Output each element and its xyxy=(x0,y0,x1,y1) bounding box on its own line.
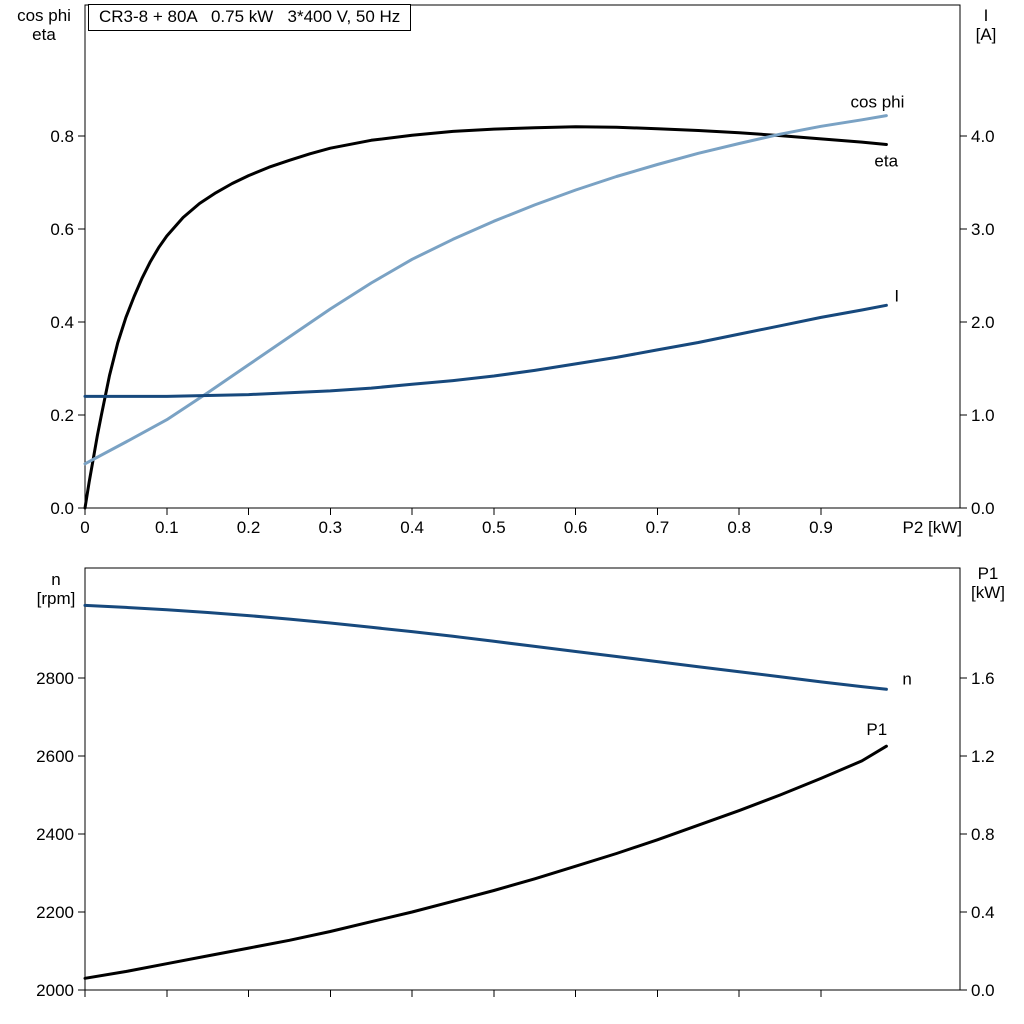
y-tick-label-left: 0.4 xyxy=(50,313,74,332)
plot-frame xyxy=(84,4,961,509)
x-tick-label: 0.2 xyxy=(237,518,261,537)
y-axis-label-line2: [A] xyxy=(975,25,997,44)
y-tick-label-right: 4.0 xyxy=(971,127,995,146)
chart-title-box: CR3-8 + 80A 0.75 kW 3*400 V, 50 Hz xyxy=(88,4,412,31)
y-axis-label-cosphi-eta: cos phi eta xyxy=(4,6,84,44)
top-chart: 0.0 0.2 0.4 0.6 0.8 0.0 1.0 2.0 3.0 4.0 0 0.1 0.2 0.3… xyxy=(50,4,995,537)
y-axis-label-line1: I xyxy=(983,6,989,25)
y-tick-label-left: 2200 xyxy=(36,903,74,922)
cos phi-curve xyxy=(83,114,888,466)
y-tick-label-right: 0.4 xyxy=(971,903,995,922)
x-tick-label: 0 xyxy=(80,518,89,537)
eta-curve xyxy=(83,125,888,510)
y-tick-label-left: 0.6 xyxy=(50,220,74,239)
y-axis-label-speed: n [rpm] xyxy=(28,570,84,608)
cos phi-curve-label: cos phi xyxy=(851,93,905,112)
x-tick-label: 0.1 xyxy=(155,518,179,537)
y-tick-label-right: 0.0 xyxy=(971,981,995,1000)
y-axis-label-line2: [rpm] xyxy=(36,589,76,608)
y-tick-label-left: 2400 xyxy=(36,825,74,844)
P1-curve-label: P1 xyxy=(866,720,887,739)
y-axis-label-p1: P1 [kW] xyxy=(962,564,1014,602)
x-tick-label: 0.6 xyxy=(564,518,588,537)
y-axis-label-line2: [kW] xyxy=(971,583,1005,602)
n-curve-label: n xyxy=(902,669,911,688)
y-tick-label-left: 0.2 xyxy=(50,406,74,425)
n-curve xyxy=(83,603,888,691)
x-tick-label: 0.4 xyxy=(400,518,424,537)
y-tick-label-right: 3.0 xyxy=(971,220,995,239)
x-axis-unit-label: P2 [kW] xyxy=(902,518,962,537)
y-axis-label-line1: cos phi xyxy=(17,6,71,25)
P1-curve xyxy=(83,744,888,980)
y-tick-label-right: 1.2 xyxy=(971,747,995,766)
y-tick-label-right: 0.8 xyxy=(971,825,995,844)
y-tick-label-right: 1.0 xyxy=(971,406,995,425)
x-tick-label: 0.5 xyxy=(482,518,506,537)
x-tick-label: 0.7 xyxy=(646,518,670,537)
y-axis-label-line1: n xyxy=(51,570,61,589)
y-axis-label-line2: eta xyxy=(32,25,56,44)
y-axis-label-current: I [A] xyxy=(960,6,1012,44)
y-tick-label-right: 2.0 xyxy=(971,313,995,332)
x-tick-label: 0.8 xyxy=(727,518,751,537)
I-curve-label: I xyxy=(894,286,899,305)
y-tick-label-left: 0.8 xyxy=(50,127,74,146)
y-tick-label-right: 1.6 xyxy=(971,669,995,688)
x-tick-label: 0.9 xyxy=(809,518,833,537)
I-curve xyxy=(83,303,888,398)
y-tick-label-right: 0.0 xyxy=(971,499,995,518)
eta-curve-label: eta xyxy=(874,151,898,170)
y-tick-label-left: 0.0 xyxy=(50,499,74,518)
plot-frame xyxy=(84,567,961,991)
x-tick-label: 0.3 xyxy=(319,518,343,537)
y-axis-label-line1: P1 xyxy=(977,564,999,583)
y-tick-label-left: 2800 xyxy=(36,669,74,688)
y-tick-label-left: 2600 xyxy=(36,747,74,766)
y-tick-label-left: 2000 xyxy=(36,981,74,1000)
bottom-chart: 2000 2200 2400 2600 2800 0.0 0.4 0.8 1.2 1.6 n P1 xyxy=(36,567,995,1000)
